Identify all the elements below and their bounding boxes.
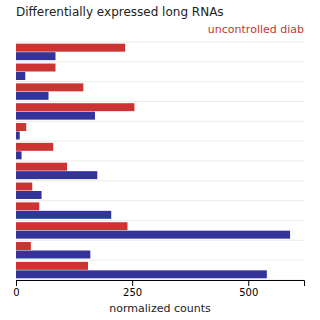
row-separator (16, 101, 304, 102)
legend-entry: uncontrolled diab (208, 23, 304, 36)
x-tick-mark (132, 280, 133, 286)
bar (16, 163, 67, 171)
row-separator (16, 61, 304, 62)
row-separator (16, 81, 304, 82)
x-tick-label: 0 (13, 287, 19, 298)
series (16, 52, 290, 278)
bar (16, 83, 83, 91)
row-separator (16, 240, 304, 241)
plot: 0 250 500 (13, 42, 304, 298)
row-separators (16, 42, 304, 280)
bar (16, 103, 134, 111)
bar (16, 183, 32, 191)
bar (16, 242, 31, 250)
bar (16, 64, 55, 72)
x-tick-label: 250 (123, 287, 142, 298)
bar (16, 72, 25, 80)
bar (16, 92, 49, 100)
bar (16, 191, 42, 199)
bar (16, 171, 97, 179)
chart: Differentially expressed long RNAs uncont… (0, 0, 320, 320)
x-axis: 0 250 500 (13, 280, 304, 298)
bar (16, 112, 95, 120)
x-tick: 0 (13, 280, 19, 298)
bar (16, 132, 20, 140)
row-separator (16, 200, 304, 201)
x-axis-title: normalized counts (109, 302, 211, 315)
row-separator (16, 260, 304, 261)
row-separator (16, 161, 304, 162)
row-separator (16, 180, 304, 181)
bar (16, 211, 111, 219)
x-tick: 250 (123, 280, 142, 298)
bar (16, 262, 88, 270)
bar (16, 151, 22, 159)
x-axis-line (17, 281, 305, 287)
bar (16, 202, 39, 210)
row-separator (16, 141, 304, 142)
row-separator (16, 121, 304, 122)
x-tick-label: 500 (239, 287, 258, 298)
bar (16, 222, 127, 230)
bar (16, 44, 125, 52)
x-tick-mark (248, 280, 249, 286)
row-separator (16, 42, 304, 43)
bar (16, 52, 55, 60)
bars (16, 44, 290, 279)
title: Differentially expressed long RNAs (16, 5, 224, 19)
x-tick-mark (16, 280, 17, 286)
row-separator (16, 220, 304, 221)
x-tick: 500 (239, 280, 258, 298)
bar (16, 123, 26, 131)
bar (16, 270, 267, 278)
bar (16, 231, 290, 239)
bar (16, 251, 90, 259)
bar (16, 143, 53, 151)
